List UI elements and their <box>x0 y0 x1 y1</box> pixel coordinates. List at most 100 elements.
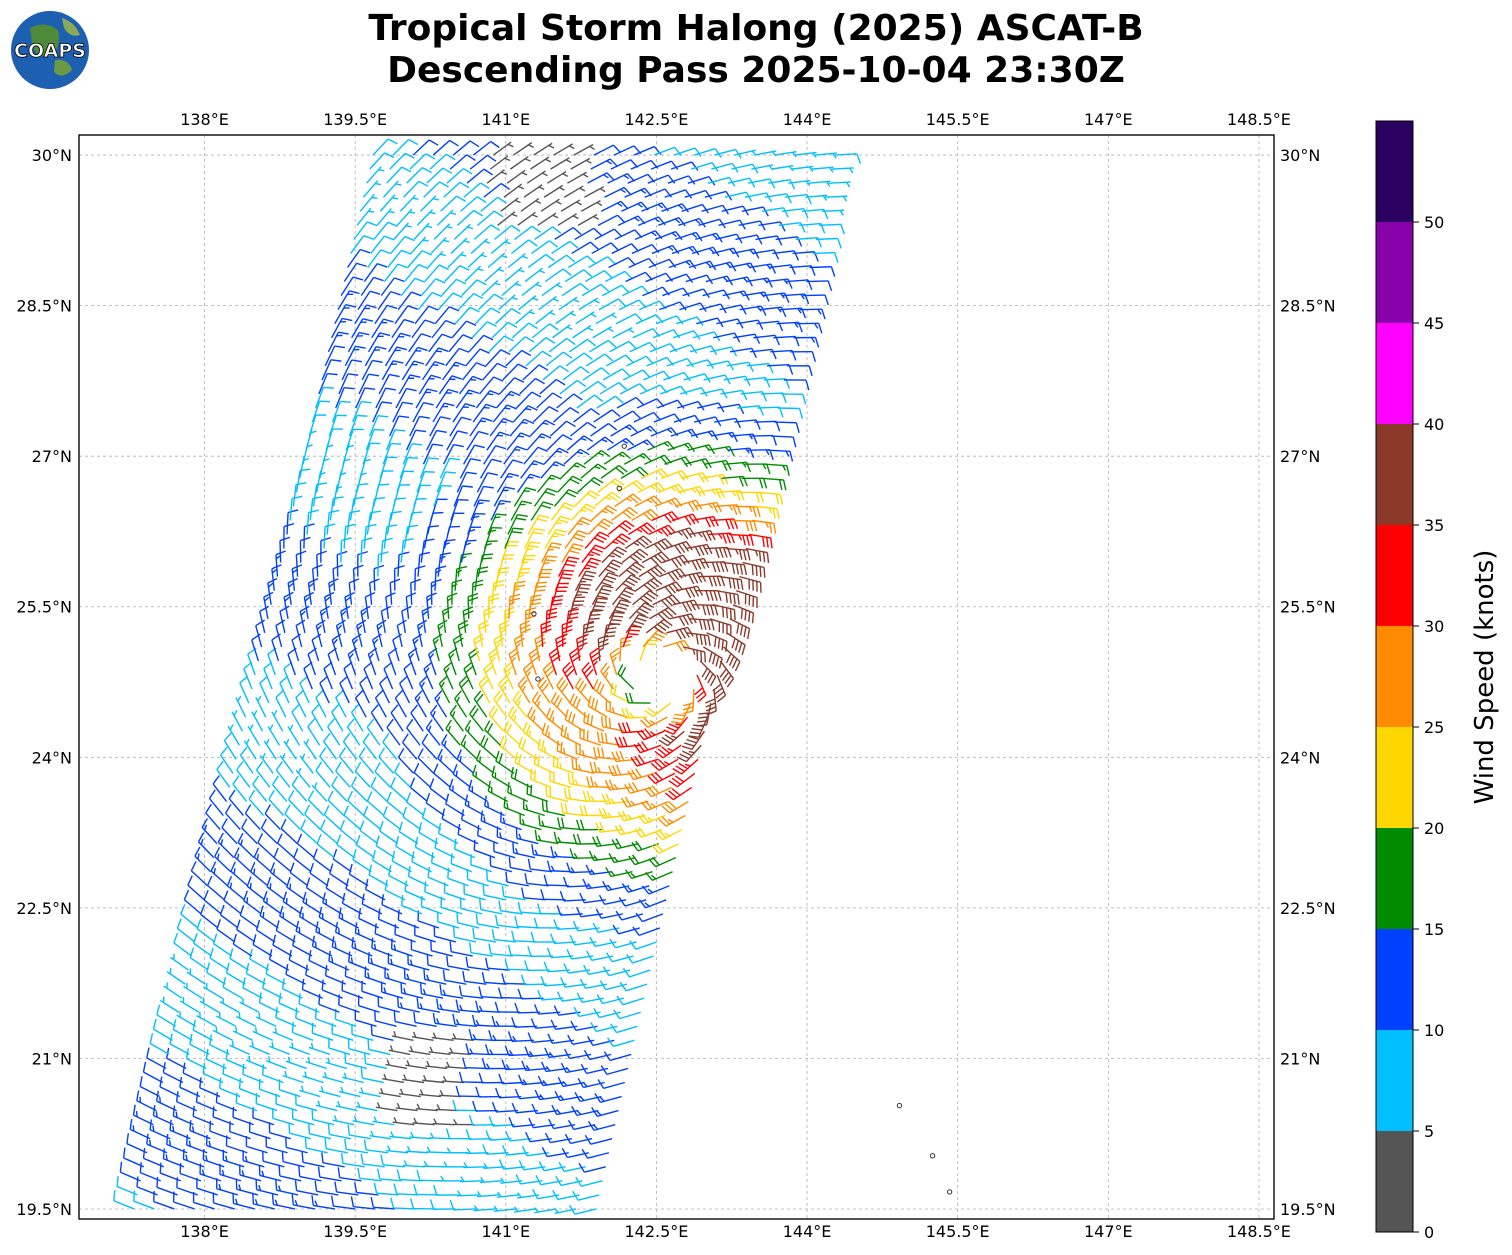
barb-feather <box>423 1160 428 1167</box>
barb-feather <box>366 791 373 802</box>
wind-barb <box>339 819 359 845</box>
barb-staff <box>417 757 435 774</box>
barb-feather <box>440 1175 445 1182</box>
barb-staff <box>447 965 470 971</box>
barb-feather <box>275 920 280 931</box>
barb-feather <box>248 1055 251 1062</box>
barb-staff <box>226 1145 248 1154</box>
wind-barb <box>478 1072 505 1084</box>
wind-barb <box>413 762 432 788</box>
barb-feather <box>543 874 548 886</box>
barb-staff <box>120 1171 141 1182</box>
barb-feather <box>221 818 228 829</box>
wind-barb <box>288 1122 311 1140</box>
barb-feather <box>327 1123 331 1135</box>
wind-barb <box>472 1100 498 1112</box>
barb-feather <box>340 1153 344 1164</box>
barb-feather <box>220 746 228 756</box>
wind-barb <box>413 1184 439 1196</box>
barb-staff <box>295 1017 317 1027</box>
barb-feather <box>426 1146 431 1153</box>
wind-barb <box>503 796 525 817</box>
wind-barb <box>377 908 400 929</box>
wind-barb <box>301 978 323 999</box>
barb-feather <box>249 882 252 889</box>
barb-feather <box>209 1120 212 1132</box>
barb-feather <box>230 861 236 872</box>
barb-feather <box>390 1131 394 1138</box>
barb-feather <box>524 960 529 971</box>
barb-staff <box>638 927 661 937</box>
barb-feather <box>566 949 573 960</box>
barb-staff <box>133 1200 155 1210</box>
wind-barb <box>295 1094 318 1112</box>
barb-staff <box>365 1063 388 1070</box>
barb-staff <box>351 1033 374 1042</box>
barb-feather <box>166 1134 169 1145</box>
barb-feather <box>488 1030 493 1041</box>
barb-feather <box>337 1167 341 1178</box>
barb-staff <box>216 928 236 943</box>
barb-feather <box>320 819 326 830</box>
barb-feather <box>135 1110 138 1117</box>
barb-feather <box>354 922 358 934</box>
barb-feather <box>616 995 624 1006</box>
barb-feather <box>378 483 390 486</box>
wind-barb <box>368 864 389 887</box>
barb-staff <box>381 904 403 915</box>
barb-staff <box>226 972 246 985</box>
barb-feather <box>583 964 590 975</box>
wind-barb <box>462 1057 488 1070</box>
barb-feather <box>436 1104 441 1110</box>
wind-barb <box>341 980 363 999</box>
barb-staff <box>375 1020 397 1027</box>
barb-feather <box>172 1105 176 1117</box>
barb-staff <box>592 1039 615 1047</box>
wind-barb <box>587 1036 615 1047</box>
barb-feather <box>498 1073 504 1084</box>
barb-feather <box>593 1124 599 1130</box>
barb-staff <box>309 1133 332 1140</box>
wind-barb <box>206 962 226 985</box>
barb-feather <box>253 847 260 858</box>
barb-feather <box>491 765 496 777</box>
barb-feather <box>527 858 531 870</box>
barb-feather <box>530 1018 536 1029</box>
barb-staff <box>437 921 460 929</box>
barb-feather <box>455 999 459 1011</box>
wind-barb <box>370 1024 394 1042</box>
barb-feather <box>328 950 331 962</box>
barb-feather <box>546 860 551 871</box>
wind-barb <box>350 1196 376 1210</box>
barb-feather <box>391 850 396 862</box>
barb-feather <box>224 803 232 814</box>
barb-feather <box>152 1125 155 1132</box>
barb-feather <box>645 871 653 881</box>
barb-feather <box>341 980 344 991</box>
barb-feather <box>284 1070 288 1077</box>
wind-barb <box>299 753 314 774</box>
barb-feather <box>560 977 566 988</box>
barb-feather <box>344 965 347 977</box>
wind-barb <box>176 1011 197 1027</box>
wind-barb <box>269 862 289 887</box>
barb-feather <box>399 1088 404 1095</box>
barb-feather <box>197 853 200 860</box>
barb-feather <box>537 1075 544 1086</box>
wind-barb <box>311 1109 335 1126</box>
barb-feather <box>755 565 758 577</box>
barb-staff <box>385 889 406 901</box>
barb-feather <box>580 819 585 830</box>
barb-feather <box>594 605 605 608</box>
wind-barb <box>640 799 669 811</box>
wind-barb <box>156 1176 178 1196</box>
wind-barb <box>468 942 493 957</box>
barb-feather <box>175 1091 179 1102</box>
barb-staff <box>414 934 436 943</box>
barb-feather <box>216 853 220 860</box>
wind-barb <box>294 1180 319 1196</box>
barb-feather <box>406 1060 410 1067</box>
barb-feather <box>511 531 522 534</box>
barb-staff <box>618 927 640 935</box>
